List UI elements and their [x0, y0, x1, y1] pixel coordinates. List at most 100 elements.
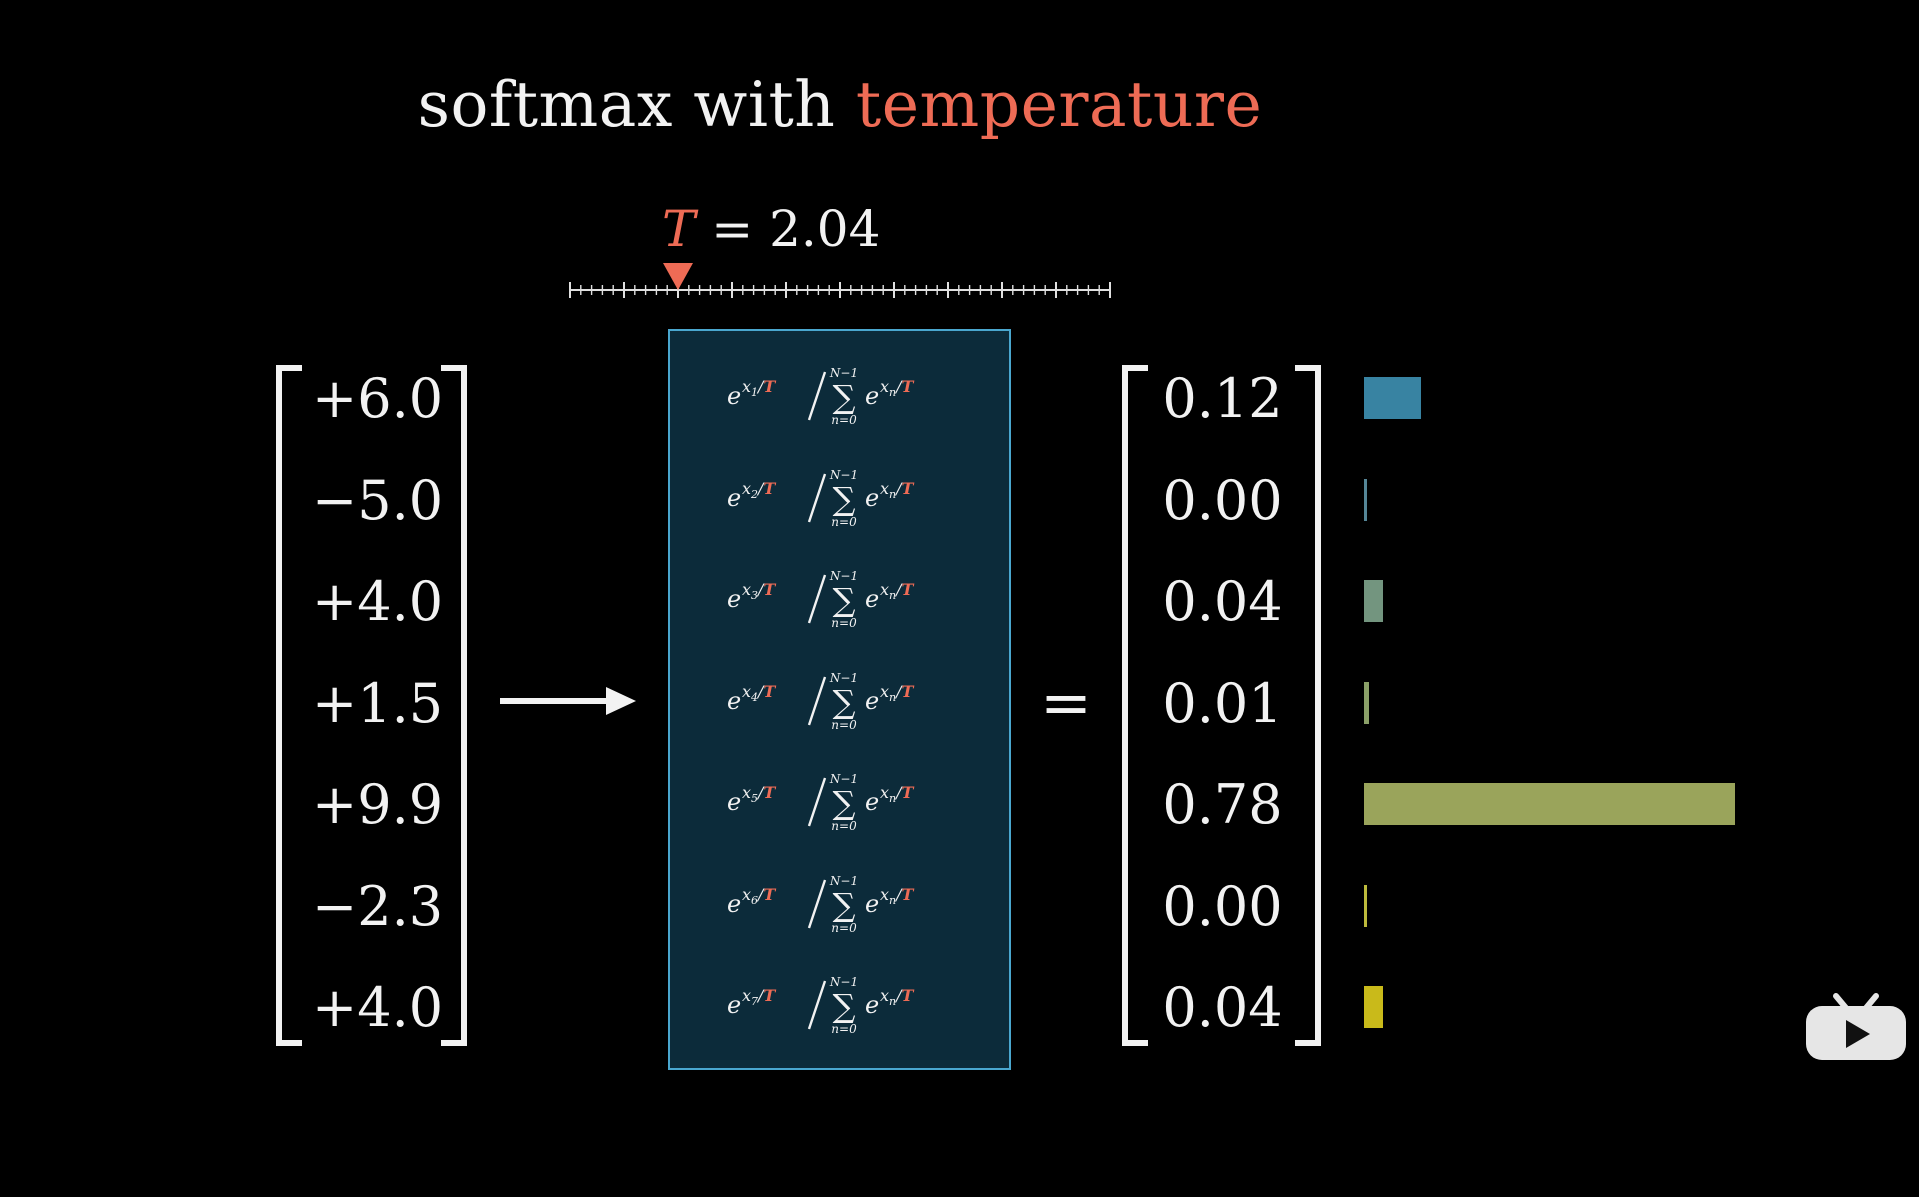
- numerator-exponent: x4/T: [742, 682, 776, 704]
- denominator-exponent: xn/T: [880, 682, 915, 704]
- sum-upper-limit: N−1: [828, 366, 857, 380]
- output-value: 0.04: [1162, 570, 1283, 633]
- temperature-label: T = 2.04: [662, 200, 880, 258]
- sum-upper-limit: N−1: [828, 671, 857, 685]
- sigma-icon: ∑: [832, 784, 855, 822]
- denominator-base: e: [865, 585, 879, 613]
- title-prefix: softmax with: [417, 68, 836, 141]
- denominator-base: e: [865, 890, 879, 918]
- input-bracket-left: [276, 365, 302, 1046]
- division-slash: [807, 473, 826, 522]
- output-value: 0.01: [1162, 671, 1283, 735]
- probability-bar: [1364, 884, 1367, 927]
- numerator-base: e: [727, 890, 741, 918]
- input-value: +4.0: [312, 976, 444, 1039]
- division-slash: [807, 879, 826, 928]
- output-value: 0.00: [1162, 874, 1283, 938]
- numerator-base: e: [727, 382, 741, 410]
- probability-bar: [1364, 377, 1422, 419]
- denominator-exponent: xn/T: [880, 986, 915, 1008]
- denominator-base: e: [865, 382, 879, 410]
- sum-lower-limit: n=0: [831, 1022, 857, 1036]
- sum-upper-limit: N−1: [828, 468, 857, 482]
- numerator-base: e: [727, 991, 741, 1019]
- sigma-icon: ∑: [832, 378, 855, 416]
- division-slash: [807, 371, 826, 421]
- probability-bar: [1364, 681, 1369, 724]
- input-value: +9.9: [312, 773, 444, 836]
- equals-sign: =: [1040, 666, 1092, 739]
- probability-bar: [1364, 478, 1367, 521]
- numerator-exponent: x3/T: [742, 580, 776, 602]
- sigma-icon: ∑: [832, 581, 855, 619]
- division-slash: [807, 980, 826, 1030]
- input-bracket-right: [441, 365, 467, 1046]
- sum-lower-limit: n=0: [831, 921, 857, 935]
- softmax-formula: e x7/T N−1 ∑ n=0 e xn/T: [670, 967, 1009, 1047]
- input-value: −5.0: [312, 468, 444, 532]
- title-highlight: temperature: [855, 68, 1263, 141]
- input-value: +6.0: [312, 367, 444, 430]
- softmax-formula: e x3/T N−1 ∑ n=0 e xn/T: [670, 561, 1009, 641]
- softmax-formula: e x6/T N−1 ∑ n=0 e xn/T: [670, 866, 1009, 946]
- numerator-base: e: [727, 585, 741, 613]
- denominator-base: e: [865, 991, 879, 1019]
- output-value: 0.78: [1162, 773, 1283, 836]
- denominator-exponent: xn/T: [880, 885, 915, 907]
- sum-lower-limit: n=0: [831, 515, 857, 529]
- division-slash: [807, 777, 826, 827]
- slider-ticks: [569, 282, 1111, 298]
- sum-lower-limit: n=0: [831, 819, 857, 833]
- sum-upper-limit: N−1: [828, 874, 857, 888]
- sum-upper-limit: N−1: [828, 569, 857, 583]
- sigma-icon: ∑: [832, 480, 855, 518]
- probability-bar: [1364, 580, 1384, 622]
- play-tv-icon: [1806, 993, 1906, 1060]
- denominator-base: e: [865, 788, 879, 816]
- denominator-base: e: [865, 484, 879, 512]
- denominator-exponent: xn/T: [880, 479, 915, 501]
- sum-upper-limit: N−1: [828, 975, 857, 989]
- division-slash: [807, 676, 826, 725]
- numerator-base: e: [727, 687, 741, 715]
- softmax-formula-box: e x1/T N−1 ∑ n=0 e xn/T e x2/T N−1 ∑ n=0 e xn/T e x3/T N…: [668, 329, 1011, 1070]
- numerator-exponent: x2/T: [742, 479, 776, 501]
- input-value: −2.3: [312, 874, 444, 938]
- sum-lower-limit: n=0: [831, 616, 857, 630]
- softmax-formula: e x5/T N−1 ∑ n=0 e xn/T: [670, 764, 1009, 844]
- output-bracket-left: [1122, 365, 1148, 1046]
- temperature-value: 2.04: [769, 200, 881, 258]
- sum-upper-limit: N−1: [828, 772, 857, 786]
- arrow-icon: [500, 687, 636, 715]
- numerator-exponent: x1/T: [742, 377, 776, 399]
- denominator-exponent: xn/T: [880, 377, 915, 399]
- output-value: 0.12: [1162, 367, 1283, 430]
- input-value: +4.0: [312, 570, 444, 633]
- numerator-base: e: [727, 484, 741, 512]
- denominator-exponent: xn/T: [880, 783, 915, 805]
- numerator-exponent: x6/T: [742, 885, 776, 907]
- softmax-formula: e x4/T N−1 ∑ n=0 e xn/T: [670, 663, 1009, 743]
- output-bracket-right: [1295, 365, 1321, 1046]
- denominator-exponent: xn/T: [880, 580, 915, 602]
- numerator-base: e: [727, 788, 741, 816]
- denominator-base: e: [865, 687, 879, 715]
- probability-bar: [1364, 783, 1735, 825]
- input-value: +1.5: [312, 671, 444, 735]
- page-title: softmax with temperature: [0, 68, 1680, 141]
- output-value: 0.00: [1162, 468, 1283, 532]
- output-value: 0.04: [1162, 976, 1283, 1039]
- temperature-slider[interactable]: [560, 255, 1120, 305]
- softmax-formula: e x2/T N−1 ∑ n=0 e xn/T: [670, 460, 1009, 540]
- softmax-formula: e x1/T N−1 ∑ n=0 e xn/T: [670, 358, 1009, 438]
- division-slash: [807, 574, 826, 624]
- numerator-exponent: x7/T: [742, 986, 776, 1008]
- slider-marker[interactable]: [663, 263, 693, 290]
- sum-lower-limit: n=0: [831, 413, 857, 427]
- sigma-icon: ∑: [832, 886, 855, 924]
- probability-bar: [1364, 986, 1384, 1028]
- temperature-equals: =: [711, 200, 754, 258]
- sigma-icon: ∑: [832, 987, 855, 1025]
- temperature-symbol: T: [662, 200, 696, 258]
- numerator-exponent: x5/T: [742, 783, 776, 805]
